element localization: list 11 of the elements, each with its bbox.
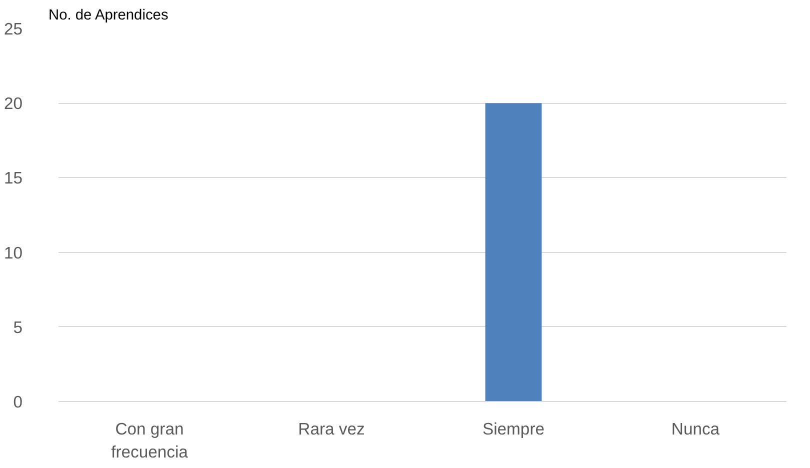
y-tick-label: 0 (13, 392, 22, 412)
x-tick-label: Siempre (482, 420, 545, 438)
x-tick-label: Rara vez (298, 420, 365, 438)
y-tick-label: 20 (4, 94, 23, 114)
y-tick-label: 10 (4, 243, 23, 262)
y-tick-label: 25 (4, 20, 23, 38)
y-tick-label: 15 (4, 168, 23, 188)
x-tick-label: Con gran frecuencia (111, 420, 189, 462)
x-tick-label: Nunca (671, 420, 720, 438)
y-tick-label: 5 (13, 318, 22, 337)
y-axis-title: No. de Aprendices (48, 8, 168, 24)
